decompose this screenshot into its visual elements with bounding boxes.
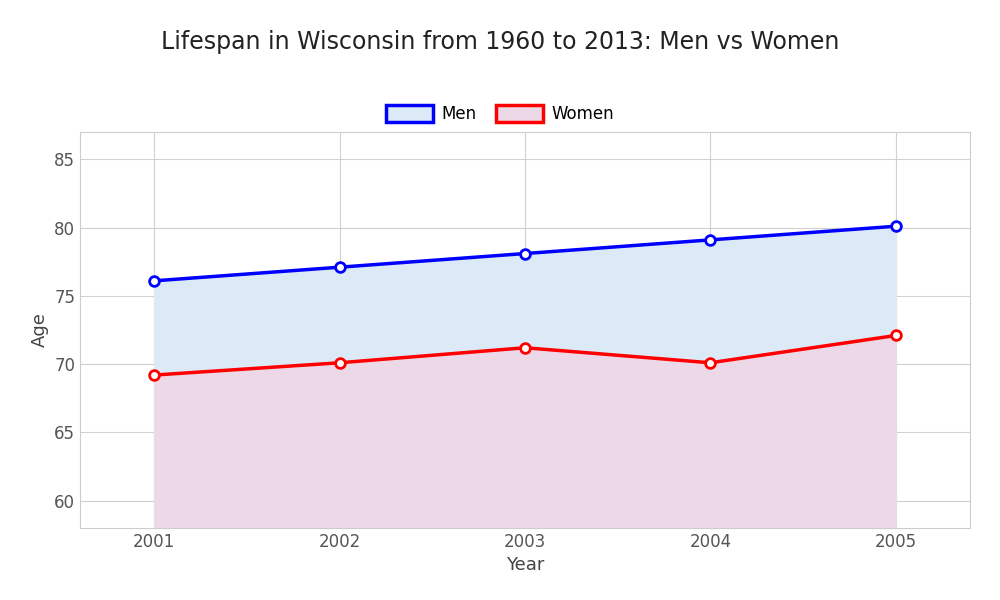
Y-axis label: Age: Age (31, 313, 49, 347)
X-axis label: Year: Year (506, 556, 544, 574)
Legend: Men, Women: Men, Women (379, 98, 621, 130)
Text: Lifespan in Wisconsin from 1960 to 2013: Men vs Women: Lifespan in Wisconsin from 1960 to 2013:… (161, 30, 839, 54)
